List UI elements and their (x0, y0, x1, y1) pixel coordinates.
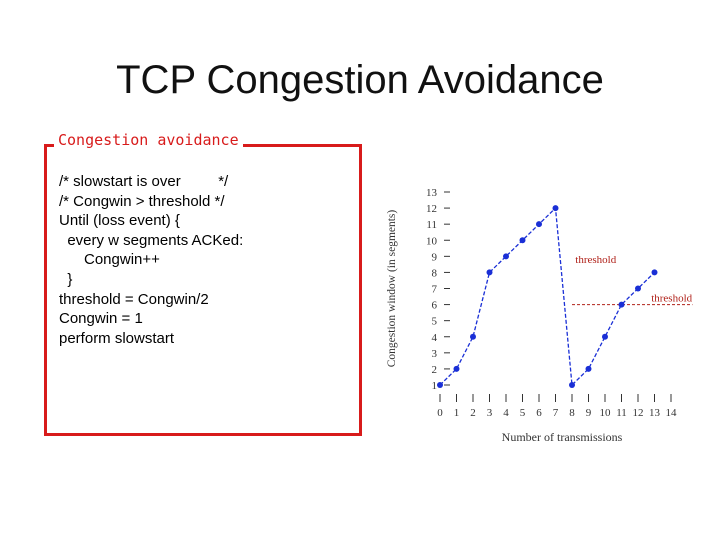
x-tick-label: 1 (454, 407, 460, 419)
y-tick-label: 8 (432, 267, 438, 279)
x-tick-label: 7 (553, 407, 559, 419)
y-tick-label: 2 (432, 364, 438, 376)
code-line: threshold = Congwin/2 (59, 290, 209, 308)
y-tick-label: 10 (426, 235, 438, 247)
data-point (486, 269, 493, 276)
y-tick-label: 4 (432, 332, 438, 344)
x-tick-label: 3 (487, 407, 493, 419)
y-tick-label: 6 (432, 300, 438, 312)
y-tick-label: 13 (426, 187, 438, 199)
box-label: Congestion avoidance (54, 131, 243, 149)
x-tick-label: 11 (616, 407, 627, 419)
data-point (651, 269, 658, 276)
x-tick-label: 9 (586, 407, 592, 419)
code-line: Congwin++ (59, 251, 160, 269)
x-axis-label: Number of transmissions (502, 430, 623, 444)
data-point (635, 285, 641, 292)
threshold-label: threshold (575, 254, 616, 266)
x-tick-label: 2 (470, 407, 476, 419)
x-tick-label: 6 (536, 407, 542, 419)
data-point (552, 205, 559, 212)
data-point (569, 382, 575, 388)
y-tick-label: 7 (432, 284, 438, 296)
data-point (585, 365, 592, 372)
code-line: every w segments ACKed: (59, 231, 244, 249)
pseudocode-block: /* slowstart is over */ /* Congwin > thr… (59, 172, 243, 348)
x-tick-label: 8 (569, 407, 575, 419)
x-tick-label: 0 (437, 407, 443, 419)
x-tick-label: 12 (633, 407, 644, 419)
y-tick-label: 1 (432, 380, 438, 392)
y-tick-label: 3 (432, 348, 438, 360)
y-tick-label: 5 (432, 316, 438, 328)
y-tick-label: 12 (426, 203, 437, 215)
code-line: perform slowstart (59, 329, 175, 347)
y-axis-label: Congestion window (in segments) (386, 210, 398, 368)
threshold-label: threshold (651, 292, 692, 304)
x-tick-label: 14 (666, 407, 678, 419)
data-point (618, 301, 625, 308)
x-tick-label: 10 (600, 407, 612, 419)
data-point (503, 253, 509, 260)
code-line: /* slowstart is over */ (59, 173, 229, 190)
data-point (470, 333, 476, 340)
series-line (439, 206, 655, 387)
y-tick-label: 9 (432, 251, 438, 263)
x-tick-label: 5 (520, 407, 526, 419)
data-point (519, 237, 526, 244)
code-line: Until (loss event) { (59, 212, 180, 230)
code-line: } (59, 270, 73, 288)
data-point (453, 365, 460, 372)
code-line: /* Congwin > threshold */ (59, 192, 225, 210)
slide-title: TCP Congestion Avoidance (116, 58, 604, 102)
y-tick-label: 11 (426, 219, 437, 231)
data-point (437, 382, 443, 388)
code-line: Congwin = 1 (59, 310, 143, 328)
data-point (602, 333, 608, 340)
x-tick-label: 13 (649, 407, 661, 419)
data-point (536, 221, 542, 228)
x-tick-label: 4 (503, 407, 509, 419)
